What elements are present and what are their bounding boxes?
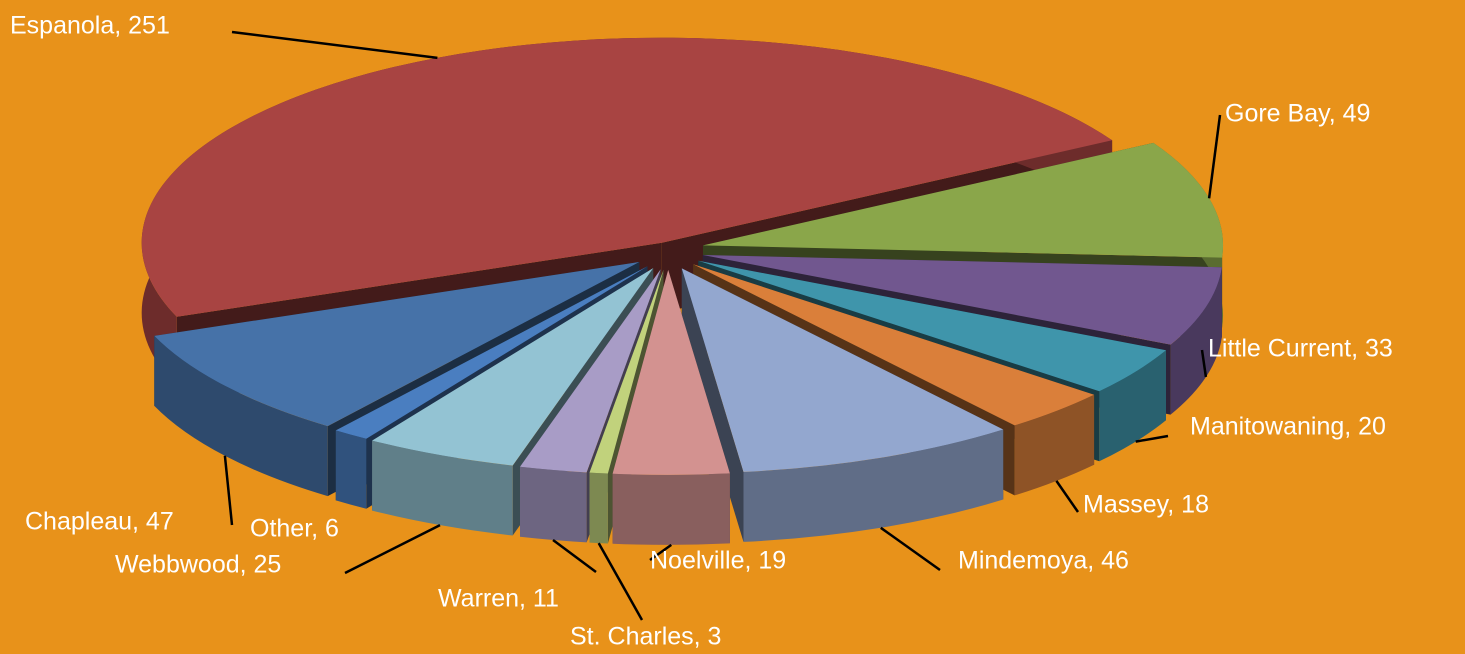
slice-top bbox=[154, 262, 640, 427]
leader-line bbox=[231, 30, 438, 60]
slice-wall bbox=[372, 440, 513, 536]
slice-wall bbox=[1014, 394, 1095, 496]
leader-line bbox=[1207, 114, 1222, 199]
data-label: Mindemoya, 46 bbox=[958, 547, 1129, 575]
slice-wall bbox=[154, 335, 328, 497]
slice-wall bbox=[335, 430, 367, 509]
data-label: Warren, 11 bbox=[438, 585, 559, 613]
slice-top bbox=[681, 268, 1004, 472]
slice-top bbox=[520, 269, 661, 473]
slice-wall bbox=[589, 472, 608, 544]
data-label: Espanola, 251 bbox=[10, 12, 170, 40]
slice bbox=[612, 269, 730, 545]
slice-top bbox=[372, 268, 654, 466]
slice-wall bbox=[612, 473, 730, 545]
slice-top bbox=[612, 269, 730, 475]
slice bbox=[681, 268, 1004, 542]
slice-wall bbox=[1170, 267, 1222, 415]
slice-wall bbox=[1099, 350, 1166, 462]
slice-top bbox=[698, 260, 1166, 392]
slice-top bbox=[141, 37, 1113, 317]
leader-line bbox=[649, 543, 673, 562]
slice-wall bbox=[520, 466, 587, 543]
leader-line bbox=[597, 542, 644, 621]
data-label: Webbwood, 25 bbox=[115, 551, 281, 579]
leader-line bbox=[1055, 480, 1080, 513]
data-label: Chapleau, 47 bbox=[25, 508, 174, 536]
slice-top bbox=[702, 255, 1222, 345]
slice-top bbox=[703, 142, 1224, 258]
data-label: Other, 6 bbox=[250, 515, 339, 543]
data-label: Little Current, 33 bbox=[1208, 335, 1393, 363]
leader-line bbox=[880, 526, 941, 572]
leader-line bbox=[223, 455, 234, 526]
data-label: Manitowaning, 20 bbox=[1190, 413, 1386, 441]
data-label: Gore Bay, 49 bbox=[1225, 100, 1370, 128]
slice-top bbox=[589, 269, 664, 474]
slice-top bbox=[335, 266, 648, 439]
leader-line bbox=[1200, 349, 1208, 378]
data-label: Noelville, 19 bbox=[650, 547, 786, 575]
leader-line bbox=[344, 523, 441, 575]
slice-wall bbox=[743, 429, 1004, 542]
leader-line bbox=[1135, 434, 1169, 443]
slice-top bbox=[693, 264, 1095, 426]
leader-line bbox=[552, 538, 597, 574]
data-label: Massey, 18 bbox=[1083, 491, 1209, 519]
data-label: St. Charles, 3 bbox=[570, 623, 721, 651]
